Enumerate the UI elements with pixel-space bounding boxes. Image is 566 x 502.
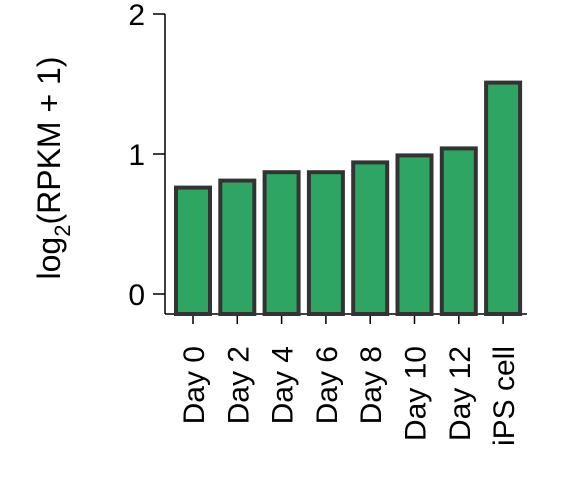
x-tick-label: Day 0 <box>178 346 211 424</box>
x-tick-label: Day 2 <box>222 346 255 424</box>
bar <box>395 153 434 316</box>
y-axis: 0 1 2 <box>128 0 166 314</box>
bar <box>484 80 523 316</box>
y-axis-label: log2(RPKM + 1) <box>31 57 75 280</box>
y-axis-label-subscript: 2 <box>50 225 75 237</box>
x-tick-label: iPS cell <box>488 346 521 446</box>
bar <box>439 146 478 316</box>
category-labels: Day 0 Day 2 Day 4 Day 6 Day 8 Day 10 Day 12 iPS… <box>178 346 521 446</box>
y-tick-label: 0 <box>128 279 145 312</box>
bars <box>174 80 523 317</box>
bar <box>351 160 390 316</box>
bar <box>306 170 345 316</box>
y-tick-label: 1 <box>128 139 145 172</box>
x-tick-label: Day 4 <box>267 346 300 424</box>
bar <box>174 185 212 317</box>
x-tick-label: Day 6 <box>311 346 344 424</box>
y-tick-label: 2 <box>128 0 145 32</box>
x-tick-label: Day 12 <box>444 346 477 441</box>
x-tick-label: Day 10 <box>400 346 433 441</box>
x-tick-label: Day 8 <box>355 346 388 424</box>
bar <box>262 170 301 316</box>
bar <box>218 178 257 316</box>
